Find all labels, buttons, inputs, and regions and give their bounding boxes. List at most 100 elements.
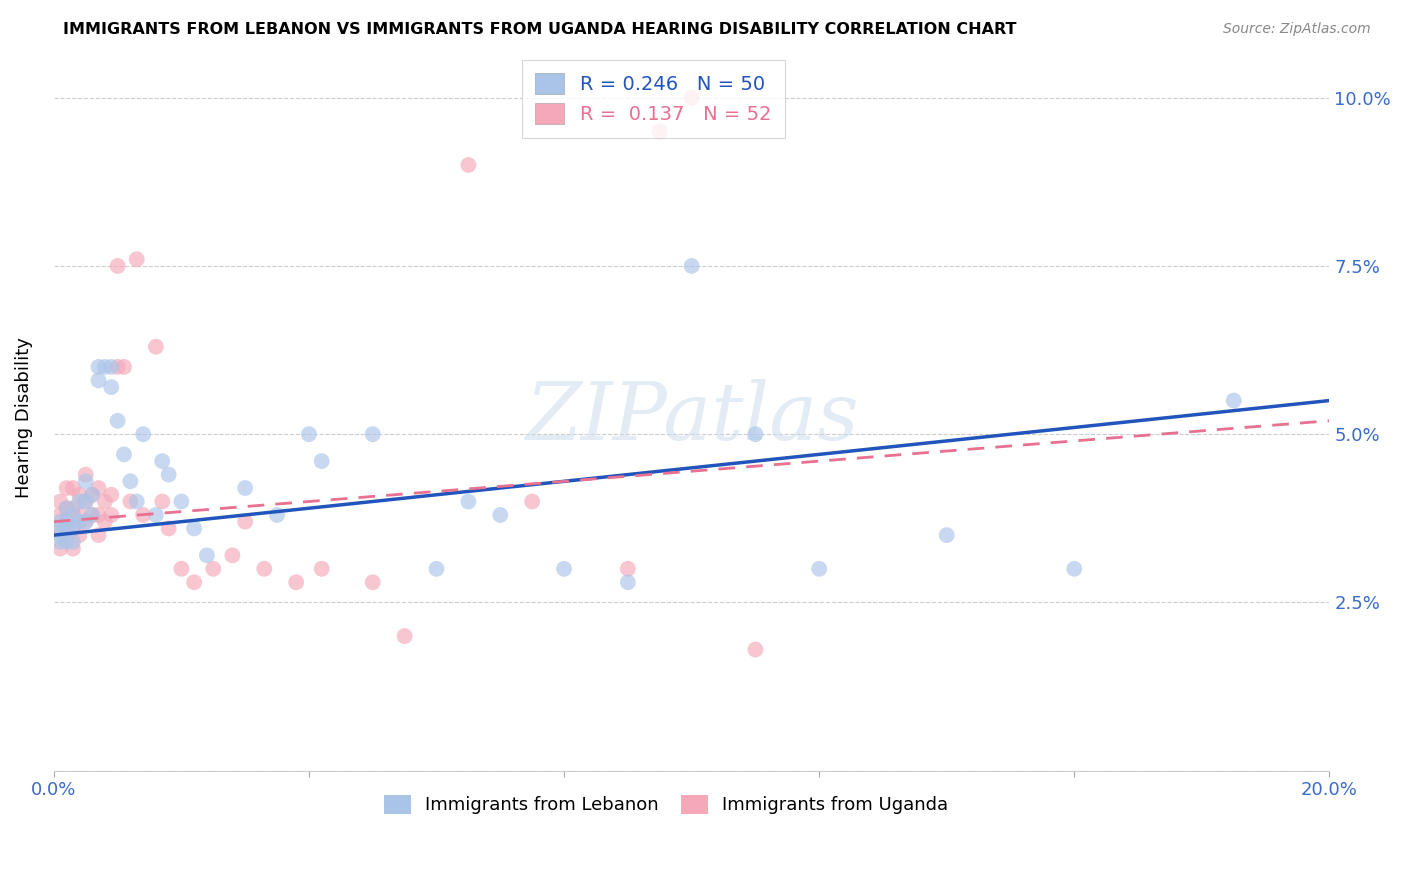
Point xyxy=(75,515,97,529)
Text: IMMIGRANTS FROM LEBANON VS IMMIGRANTS FROM UGANDA HEARING DISABILITY CORRELATION: IMMIGRANTS FROM LEBANON VS IMMIGRANTS FR… xyxy=(63,22,1017,37)
Point xyxy=(100,488,122,502)
Point xyxy=(55,534,77,549)
Point xyxy=(285,575,308,590)
Point xyxy=(82,508,104,522)
Point xyxy=(311,562,333,576)
Point xyxy=(681,259,703,273)
Point xyxy=(55,481,77,495)
Point xyxy=(298,427,321,442)
Point xyxy=(49,534,72,549)
Point xyxy=(489,508,512,522)
Point xyxy=(87,528,110,542)
Point xyxy=(94,515,117,529)
Point xyxy=(75,515,97,529)
Point xyxy=(170,562,193,576)
Point xyxy=(195,549,218,563)
Point xyxy=(808,562,831,576)
Point xyxy=(120,475,142,489)
Point xyxy=(233,515,256,529)
Point xyxy=(744,642,766,657)
Point xyxy=(82,488,104,502)
Point xyxy=(744,427,766,442)
Point xyxy=(553,562,575,576)
Point xyxy=(49,521,72,535)
Point xyxy=(1222,393,1244,408)
Point xyxy=(75,494,97,508)
Point xyxy=(62,521,84,535)
Point xyxy=(107,359,129,374)
Point xyxy=(221,549,243,563)
Point xyxy=(150,454,173,468)
Legend: Immigrants from Lebanon, Immigrants from Uganda: Immigrants from Lebanon, Immigrants from… xyxy=(373,784,959,825)
Point xyxy=(75,475,97,489)
Point xyxy=(94,359,117,374)
Point xyxy=(125,252,148,267)
Point xyxy=(75,494,97,508)
Point xyxy=(183,575,205,590)
Point xyxy=(681,91,703,105)
Point xyxy=(150,494,173,508)
Point xyxy=(112,447,135,461)
Point xyxy=(75,467,97,482)
Point xyxy=(457,494,479,508)
Point xyxy=(49,508,72,522)
Point xyxy=(94,494,117,508)
Point xyxy=(233,481,256,495)
Point xyxy=(49,541,72,556)
Point xyxy=(55,521,77,535)
Point xyxy=(394,629,416,643)
Point xyxy=(617,562,640,576)
Point xyxy=(62,481,84,495)
Point xyxy=(617,575,640,590)
Point xyxy=(1063,562,1085,576)
Point xyxy=(49,494,72,508)
Point xyxy=(87,359,110,374)
Point xyxy=(55,501,77,516)
Point xyxy=(55,528,77,542)
Point xyxy=(361,575,384,590)
Point xyxy=(253,562,276,576)
Point xyxy=(457,158,479,172)
Point xyxy=(82,488,104,502)
Point xyxy=(55,515,77,529)
Point xyxy=(62,534,84,549)
Point xyxy=(648,124,671,138)
Text: Source: ZipAtlas.com: Source: ZipAtlas.com xyxy=(1223,22,1371,37)
Point xyxy=(49,521,72,535)
Point xyxy=(125,494,148,508)
Point xyxy=(145,508,167,522)
Point xyxy=(202,562,225,576)
Point xyxy=(87,508,110,522)
Point xyxy=(183,521,205,535)
Point xyxy=(361,427,384,442)
Point xyxy=(87,373,110,387)
Y-axis label: Hearing Disability: Hearing Disability xyxy=(15,337,32,498)
Point xyxy=(49,515,72,529)
Point xyxy=(145,340,167,354)
Point xyxy=(100,380,122,394)
Point xyxy=(62,521,84,535)
Point xyxy=(425,562,447,576)
Point xyxy=(82,508,104,522)
Point xyxy=(935,528,957,542)
Point xyxy=(132,427,155,442)
Point xyxy=(49,528,72,542)
Text: ZIPatlas: ZIPatlas xyxy=(524,378,858,456)
Point xyxy=(62,508,84,522)
Point xyxy=(87,481,110,495)
Point xyxy=(120,494,142,508)
Point xyxy=(520,494,543,508)
Point xyxy=(157,467,180,482)
Point xyxy=(100,359,122,374)
Point xyxy=(62,501,84,516)
Point xyxy=(107,259,129,273)
Point xyxy=(112,359,135,374)
Point xyxy=(132,508,155,522)
Point xyxy=(67,515,90,529)
Point xyxy=(107,414,129,428)
Point xyxy=(67,528,90,542)
Point xyxy=(157,521,180,535)
Point xyxy=(55,515,77,529)
Point xyxy=(67,508,90,522)
Point xyxy=(67,488,90,502)
